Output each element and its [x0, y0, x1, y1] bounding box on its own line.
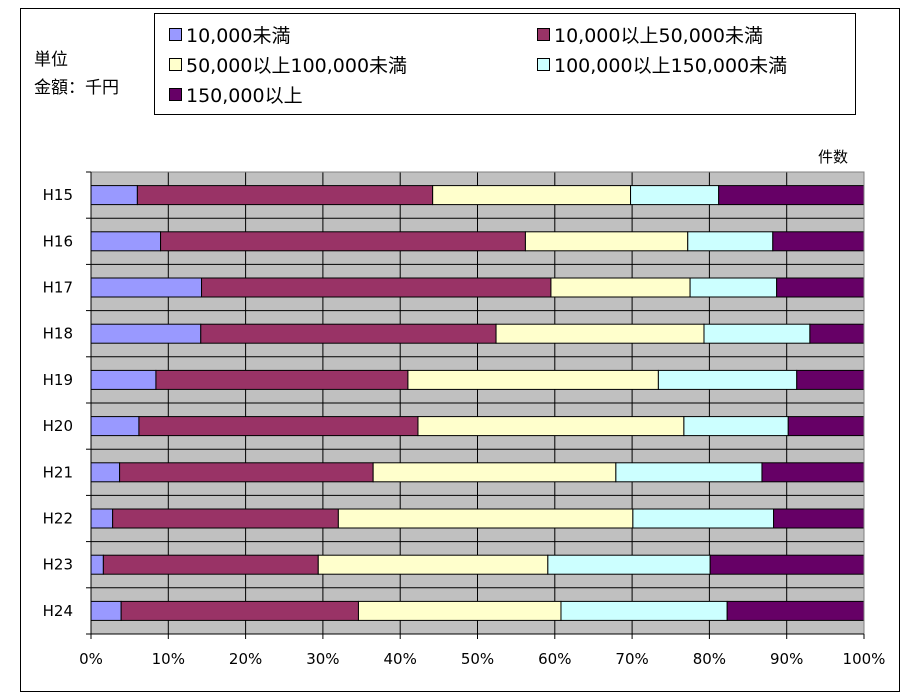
y-tick-label-H15: H15	[43, 186, 73, 204]
x-tick-label: 70%	[615, 650, 648, 668]
legend-label-1: 10,000未満	[186, 25, 291, 47]
bar-H24-series-3	[357, 600, 562, 621]
bar-H21-series-1	[90, 462, 121, 483]
x-tick-label: 30%	[306, 650, 339, 668]
x-tick-label: 80%	[693, 650, 726, 668]
bar-H20-series-1	[90, 416, 140, 437]
bar-H20-series-3	[417, 416, 685, 437]
y-tick-label-H18: H18	[43, 325, 73, 343]
legend: 10,000未満 10,000以上50,000未満 50,000以上100,00…	[154, 13, 856, 115]
bar-H18-series-5	[809, 323, 865, 344]
bar-H20-series-2	[138, 416, 419, 437]
y-tick-label-H21: H21	[43, 463, 73, 481]
legend-swatch-3	[169, 58, 182, 71]
y-tick-label-H16: H16	[43, 232, 73, 250]
x-tick-label: 0%	[79, 650, 103, 668]
bar-H15-series-4	[630, 185, 720, 206]
legend-swatch-4	[537, 58, 550, 71]
bar-H15-series-3	[432, 185, 632, 206]
bar-H18-series-3	[495, 323, 705, 344]
bar-H22-series-4	[632, 508, 775, 529]
bar-H18-series-2	[200, 323, 497, 344]
y-tick-labels: H15 H16 H17 H18 H19 H20 H21 H22 H23 H24	[43, 186, 73, 620]
x-tick-label: 40%	[384, 650, 417, 668]
bar-H19-series-4	[657, 369, 798, 390]
bar-H17-series-1	[90, 277, 203, 298]
y-tick-label-H23: H23	[43, 556, 73, 574]
bar-H15-series-2	[136, 185, 434, 206]
legend-item-4: 100,000以上150,000未満	[537, 54, 787, 78]
legend-swatch-2	[537, 28, 550, 41]
bar-H23-series-5	[709, 554, 865, 575]
bar-H18-series-4	[703, 323, 811, 344]
bar-H21-series-3	[372, 462, 617, 483]
bar-H16-series-5	[772, 231, 865, 252]
bar-H17-series-5	[776, 277, 865, 298]
bar-H24-series-1	[90, 600, 122, 621]
bar-H23-series-3	[317, 554, 549, 575]
unit-line-2: 金額：千円	[34, 78, 119, 98]
x-tick-label: 90%	[770, 650, 803, 668]
legend-label-3: 50,000以上100,000未満	[186, 55, 408, 77]
bar-H23-series-4	[547, 554, 711, 575]
x-tick-label: 20%	[229, 650, 262, 668]
bar-H19-series-2	[155, 369, 409, 390]
x-tick-labels: 0% 10% 20% 30% 40% 50% 60% 70% 80% 90% 100%	[79, 650, 885, 668]
axes	[86, 171, 865, 639]
bar-H22-series-5	[773, 508, 865, 529]
bar-H21-series-2	[119, 462, 374, 483]
bar-H24-series-2	[120, 600, 359, 621]
bar-H22-series-3	[337, 508, 634, 529]
unit-label: 単位 金額：千円	[34, 46, 119, 102]
bar-H17-series-3	[550, 277, 691, 298]
bar-H19-series-1	[90, 369, 157, 390]
bar-H18-series-1	[90, 323, 202, 344]
legend-item-5: 150,000以上	[169, 84, 303, 108]
unit-line-1: 単位	[34, 50, 68, 70]
bar-H16-series-4	[687, 231, 774, 252]
x-tick-label: 60%	[538, 650, 571, 668]
y-tick-label-H22: H22	[43, 510, 73, 528]
bar-H16-series-2	[160, 231, 526, 252]
corner-label: 件数	[818, 148, 848, 166]
legend-item-1: 10,000未満	[169, 24, 290, 48]
x-tick-label: 100%	[843, 650, 886, 668]
bar-H19-series-5	[796, 369, 865, 390]
legend-swatch-5	[169, 88, 182, 101]
bar-H23-series-2	[102, 554, 319, 575]
x-tick-label: 10%	[152, 650, 185, 668]
y-tick-label-H20: H20	[43, 417, 73, 435]
bar-H15-series-1	[90, 185, 138, 206]
legend-label-2: 10,000以上50,000未満	[554, 25, 763, 47]
legend-item-3: 50,000以上100,000未満	[169, 54, 407, 78]
bar-H17-series-2	[201, 277, 552, 298]
bar-H16-series-1	[90, 231, 162, 252]
bar-H24-series-5	[726, 600, 865, 621]
x-tick-label: 50%	[461, 650, 494, 668]
bar-H16-series-3	[524, 231, 689, 252]
bar-H21-series-4	[615, 462, 763, 483]
bar-H17-series-4	[689, 277, 778, 298]
bar-H22-series-2	[112, 508, 339, 529]
bar-H20-series-4	[683, 416, 789, 437]
y-tick-label-H19: H19	[43, 371, 73, 389]
legend-swatch-1	[169, 28, 182, 41]
bar-H21-series-5	[761, 462, 865, 483]
bars	[90, 185, 865, 621]
y-tick-label-H24: H24	[43, 602, 73, 620]
bar-H22-series-1	[90, 508, 114, 529]
bar-H24-series-4	[560, 600, 728, 621]
bar-H20-series-5	[787, 416, 865, 437]
legend-item-2: 10,000以上50,000未満	[537, 24, 763, 48]
legend-label-5: 150,000以上	[186, 85, 303, 107]
bar-H23-series-1	[90, 554, 104, 575]
bar-H19-series-3	[407, 369, 659, 390]
legend-label-4: 100,000以上150,000未満	[554, 55, 788, 77]
y-tick-label-H17: H17	[43, 279, 73, 297]
bar-H15-series-5	[718, 185, 865, 206]
